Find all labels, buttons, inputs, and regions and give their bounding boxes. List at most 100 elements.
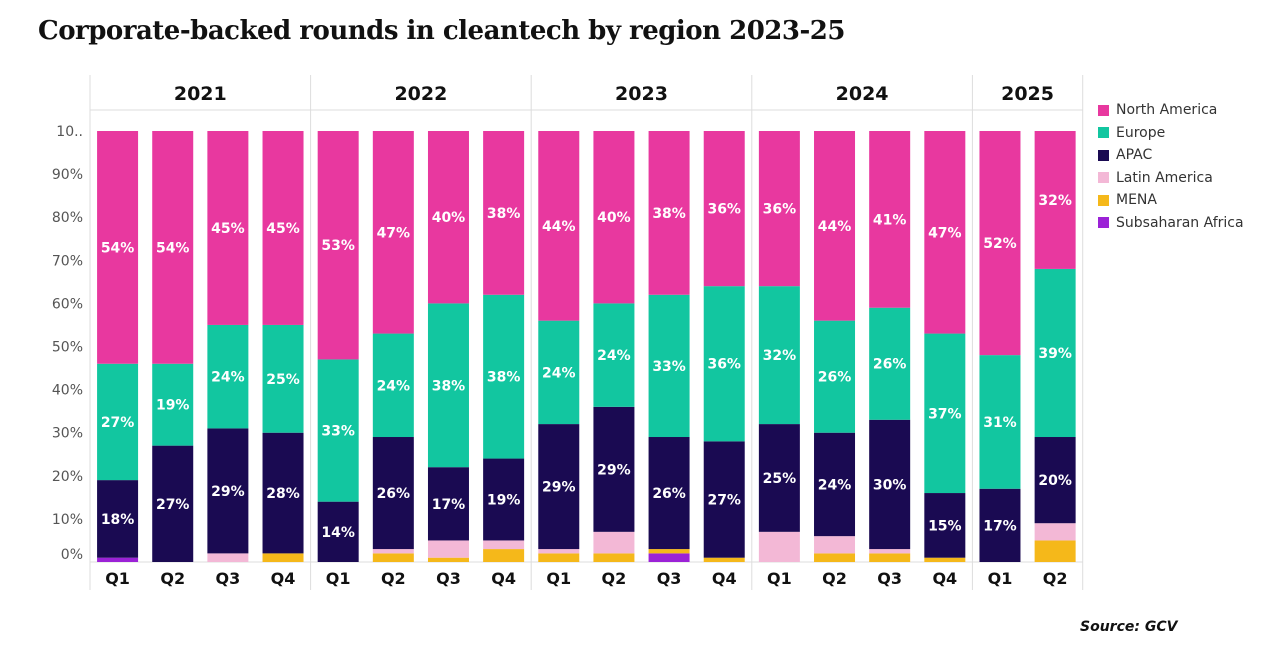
bar-segment-north-america	[372, 131, 414, 334]
bar-segment-north-america	[427, 131, 469, 304]
quarter-label: Q2	[381, 569, 406, 588]
quarter-label: Q2	[1043, 569, 1068, 588]
bar-segment-europe	[427, 303, 469, 468]
data-label: 40%	[432, 210, 466, 226]
y-tick-label: 10%	[52, 512, 83, 528]
quarter-label: Q1	[767, 569, 792, 588]
data-label: 54%	[101, 240, 135, 256]
quarter-label: Q1	[326, 569, 351, 588]
legend-swatch	[1098, 194, 1109, 206]
source-note: Source: GCV	[1080, 619, 1178, 635]
bar-segment-apac	[152, 445, 194, 562]
legend-swatch	[1098, 217, 1109, 229]
bar-segment-europe	[372, 333, 414, 438]
data-label: 27%	[156, 497, 190, 513]
y-tick-label: 0%	[61, 547, 83, 563]
data-label: 24%	[211, 370, 245, 386]
data-label: 40%	[597, 210, 631, 226]
legend: North America Europe APAC Latin America MENA…	[1098, 99, 1244, 234]
bar-segment-north-america	[97, 131, 139, 364]
data-label: 26%	[818, 370, 852, 386]
bar-segment-europe	[152, 363, 194, 446]
bar-segment-mena	[372, 553, 414, 562]
bar-segment-mena	[648, 549, 690, 554]
bar-segment-apac	[979, 488, 1021, 562]
quarter-label: Q4	[271, 569, 296, 588]
bar-segment-mena	[593, 553, 635, 562]
bar-segment-north-america	[869, 131, 911, 308]
bar-segment-north-america	[758, 131, 800, 287]
quarter-label: Q3	[877, 569, 902, 588]
data-label: 29%	[211, 484, 245, 500]
bar-segment-europe	[703, 286, 745, 442]
data-label: 38%	[432, 378, 466, 394]
bar-segment-europe	[317, 359, 359, 502]
bar-segment-apac	[814, 432, 856, 537]
data-label: 33%	[652, 359, 686, 375]
year-label: 2024	[836, 83, 889, 105]
chart-title: Corporate-backed rounds in cleantech by …	[38, 16, 845, 46]
legend-item: Subsaharan Africa	[1098, 212, 1244, 235]
bar-segment-mena	[869, 553, 911, 562]
bar-segment-north-america	[1034, 131, 1076, 269]
bar-segment-apac	[372, 437, 414, 550]
data-label: 44%	[542, 219, 576, 235]
data-label: 36%	[763, 202, 797, 218]
bar-segment-europe	[538, 320, 580, 425]
quarter-label: Q1	[105, 569, 130, 588]
data-label: 52%	[983, 236, 1017, 252]
quarter-label: Q4	[491, 569, 516, 588]
data-label: 26%	[377, 486, 411, 502]
data-label: 33%	[321, 424, 355, 440]
data-label: 18%	[101, 512, 135, 528]
data-label: 45%	[266, 221, 300, 237]
data-label: 37%	[928, 406, 962, 422]
data-label: 20%	[1038, 473, 1072, 489]
bar-segment-apac	[648, 437, 690, 550]
quarter-label: Q2	[160, 569, 185, 588]
quarter-label: Q4	[712, 569, 737, 588]
bar-segment-latin-america	[207, 553, 249, 562]
data-label: 27%	[101, 415, 135, 431]
bar-segment-latin-america	[538, 549, 580, 554]
bar-segment-latin-america	[758, 531, 800, 562]
bar-segment-apac	[703, 441, 745, 558]
bar-segment-mena	[483, 549, 525, 562]
data-label: 28%	[266, 486, 300, 502]
y-tick-label: 20%	[52, 469, 83, 485]
bar-segment-europe	[869, 307, 911, 420]
bar-segment-north-america	[924, 131, 966, 334]
legend-label: MENA	[1116, 192, 1157, 209]
data-label: 47%	[377, 225, 411, 241]
bar-segment-apac	[427, 467, 469, 541]
data-label: 41%	[873, 212, 907, 228]
bar-segment-north-america	[979, 131, 1021, 356]
bar-segment-europe	[1034, 268, 1076, 438]
data-label: 17%	[983, 518, 1017, 534]
data-label: 32%	[763, 348, 797, 364]
data-label: 25%	[266, 372, 300, 388]
legend-item: APAC	[1098, 144, 1244, 167]
year-label: 2021	[174, 83, 227, 105]
bar-segment-mena	[262, 553, 304, 562]
data-label: 24%	[597, 348, 631, 364]
bar-segment-latin-america	[483, 540, 525, 550]
legend-item: Europe	[1098, 122, 1244, 145]
data-label: 29%	[542, 480, 576, 496]
quarter-label: Q4	[932, 569, 957, 588]
bar-segment-mena	[703, 557, 745, 562]
y-tick-label: 80%	[52, 210, 83, 226]
quarter-label: Q3	[216, 569, 241, 588]
quarter-label: Q1	[988, 569, 1013, 588]
legend-swatch	[1098, 104, 1109, 116]
data-label: 36%	[707, 202, 741, 218]
data-label: 24%	[542, 365, 576, 381]
y-tick-label: 50%	[52, 340, 83, 356]
year-label: 2023	[615, 83, 668, 105]
year-label: 2022	[394, 83, 447, 105]
bar-segment-north-america	[538, 131, 580, 321]
data-label: 32%	[1038, 193, 1072, 209]
year-label: 2025	[1001, 83, 1054, 105]
bar-segment-mena	[1034, 540, 1076, 562]
